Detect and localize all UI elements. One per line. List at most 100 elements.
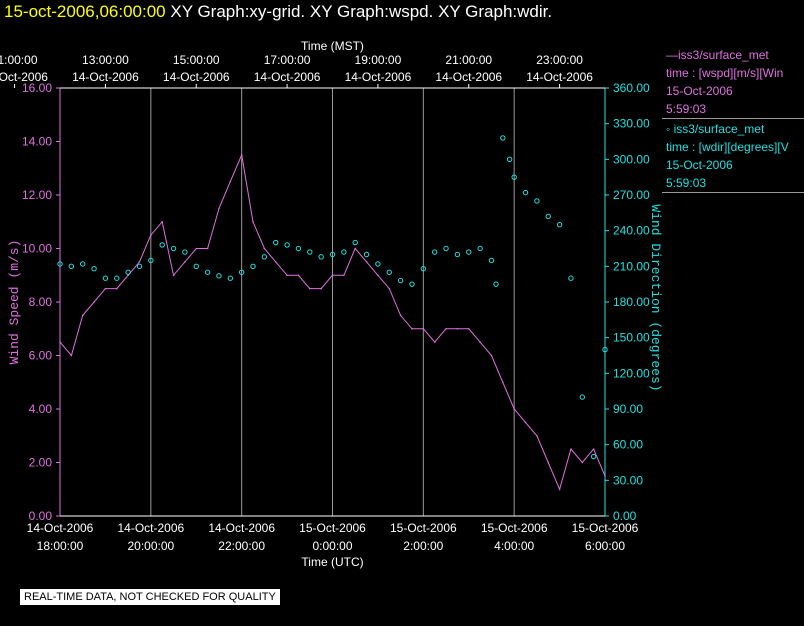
wspd-point [365, 261, 368, 263]
wdir-point [295, 245, 302, 252]
wdir-point [477, 245, 483, 252]
wdir-point [216, 273, 222, 279]
y-left-axis-title: Wind Speed (m/s) [7, 240, 22, 365]
wspd-point [433, 341, 436, 343]
wdir-point [386, 269, 392, 275]
wdir-point [193, 263, 199, 270]
wdir-point [511, 174, 517, 180]
y-left-tick-label: 8.00 [29, 295, 53, 309]
x-bottom-axis-title: Time (UTC) [301, 555, 363, 569]
wspd-point [81, 314, 84, 317]
wdir-point [568, 275, 574, 281]
wdir-point [556, 222, 563, 228]
x-bottom-tick-date: 14-Oct-2006 [27, 521, 94, 535]
wspd-point [104, 287, 107, 290]
x-top-axis-title: Time (MST) [301, 39, 364, 53]
wspd-point [331, 274, 334, 277]
wdir-point [170, 245, 177, 252]
wdir-point [329, 251, 336, 258]
wspd-point [445, 327, 447, 330]
wdir-point [148, 257, 154, 264]
wdir-point [102, 275, 109, 281]
wdir-point [136, 263, 143, 270]
wdir-point [590, 453, 597, 460]
wdir-point [57, 261, 63, 267]
y-left-tick-label: 0.00 [29, 509, 53, 523]
wspd-point [150, 234, 152, 236]
legend-wspd-date: 15-Oct-2006 [666, 84, 733, 98]
wspd-point [172, 274, 175, 277]
legend-wdir-desc: time : [wdir][degrees][V [666, 140, 789, 154]
wspd-point [240, 154, 243, 156]
wdir-point [409, 281, 415, 287]
wspd-point [343, 274, 345, 277]
wspd-point [456, 327, 459, 330]
y-left-tick-label: 4.00 [29, 402, 53, 416]
wdir-point [431, 249, 438, 255]
wdir-point [114, 275, 120, 281]
wspd-point [218, 207, 220, 210]
axis-labels: 14-Oct-2006 18:00:00 14-Oct-2006 20:00:00 14… [0, 39, 663, 569]
wspd-point [479, 341, 481, 343]
y-left-tick-label: 2.00 [29, 456, 53, 470]
wdir-point [250, 263, 256, 270]
wdir-point [506, 156, 513, 163]
x-top-tick-time: 21:00:00 [445, 53, 492, 67]
wspd-point [422, 327, 425, 330]
wdir-point [80, 261, 86, 267]
wspd-point [502, 381, 504, 384]
x-top-tick-time: 11:00:00 [0, 53, 38, 67]
wspd-point [115, 287, 118, 290]
wdir-point [227, 275, 234, 281]
x-bottom-tick-date: 14-Oct-2006 [117, 521, 184, 535]
legend-wspd: —iss3/surface_met time : [wspd][m/s][Win… [666, 46, 804, 118]
x-bottom-tick-time: 20:00:00 [127, 539, 174, 553]
wspd-point [229, 180, 232, 183]
y-left-tick-label: 16.00 [22, 81, 52, 95]
y-right-tick-label: 300.00 [613, 152, 650, 166]
x-bottom-tick-time: 0:00:00 [312, 539, 352, 553]
title-date: 15-oct-2006,06:00:00 [4, 2, 166, 21]
wspd-point [592, 448, 595, 450]
y-right-tick-label: 90.00 [613, 402, 643, 416]
grid [59, 88, 606, 516]
y-right-tick-label: 120.00 [613, 366, 650, 380]
wspd-point [388, 287, 391, 290]
legend-wdir-series: ◦ iss3/surface_met [666, 122, 765, 136]
wspd-point [308, 287, 311, 290]
wdir-point [91, 266, 97, 272]
disclaimer-label: REAL-TIME DATA, NOT CHECKED FOR QUALITY [20, 589, 280, 605]
wspd-point [570, 448, 572, 450]
x-top-tick-time: 19:00:00 [355, 53, 402, 67]
wspd-point [581, 461, 584, 464]
y-right-tick-label: 270.00 [613, 188, 650, 202]
wspd-point [274, 261, 277, 263]
y-left-tick-label: 12.00 [22, 188, 52, 202]
wdir-point [273, 239, 279, 246]
x-top-tick-date: 14-Oct-2006 [435, 70, 502, 84]
y-right-tick-label: 60.00 [613, 438, 643, 452]
wspd-point [558, 488, 561, 491]
wdir-point [341, 249, 347, 255]
wdir-point [454, 251, 461, 258]
wdir-point [493, 281, 499, 287]
x-top-tick-date: 14-Oct-2006 [345, 70, 412, 84]
x-top-tick-time: 23:00:00 [536, 53, 583, 67]
x-bottom-tick-date: 15-Oct-2006 [572, 521, 639, 535]
legend-wspd-time: 5:59:03 [666, 102, 707, 116]
legend-wdir-date: 15-Oct-2006 [666, 158, 733, 172]
wspd-point [547, 461, 550, 464]
wspd-point [184, 261, 186, 263]
legend-divider [662, 118, 804, 119]
y-left-tick-label: 6.00 [29, 349, 53, 363]
x-bottom-tick-date: 15-Oct-2006 [390, 521, 457, 535]
wdir-point [318, 254, 324, 260]
x-top-tick-date: 14-Oct-2006 [0, 70, 48, 84]
wdir-point [579, 394, 585, 400]
wspd-point [161, 220, 163, 223]
wdir-point [545, 213, 551, 220]
legend-wdir-time: 5:59:03 [666, 176, 707, 190]
wdir-point [602, 346, 608, 353]
x-bottom-tick-date: 15-Oct-2006 [481, 521, 548, 535]
wdir-point [466, 249, 472, 255]
